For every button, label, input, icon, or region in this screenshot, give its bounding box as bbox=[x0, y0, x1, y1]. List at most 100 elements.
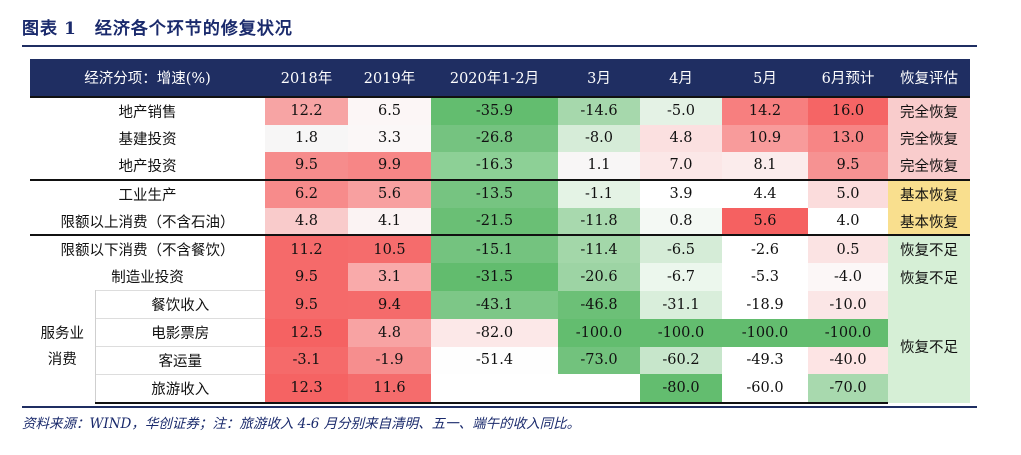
value-cell: 6.2 bbox=[265, 178, 348, 208]
value-cell: -11.8 bbox=[558, 207, 640, 236]
table-row: 限额以下消费（不含餐饮） 11.2 10.5 -15.1 -11.4 -6.5 -2.6 0.… bbox=[30, 234, 970, 264]
table-row: 工业生产 6.2 5.6 -13.5 -1.1 3.9 4.4 5.0 基本恢复 bbox=[30, 178, 970, 208]
value-cell: -43.1 bbox=[431, 290, 558, 319]
evaluation-cell: 恢复不足 bbox=[888, 263, 970, 291]
value-cell: -13.5 bbox=[431, 178, 558, 208]
figure-caption: 经济各个环节的修复状况 bbox=[94, 19, 293, 39]
value-cell: -3.1 bbox=[265, 346, 348, 375]
value-cell: -5.3 bbox=[722, 263, 808, 291]
header-march: 3月 bbox=[558, 59, 640, 98]
evaluation-cell: 完全恢复 bbox=[888, 97, 970, 125]
header-2018: 2018年 bbox=[265, 59, 348, 98]
value-cell: -51.4 bbox=[431, 346, 558, 375]
source-note: 资料来源：WIND，华创证券；注：旅游收入 4-6 月分别来自清明、五一、端午的… bbox=[22, 416, 581, 432]
table-row: 限额以上消费（不含石油） 4.8 4.1 -21.5 -11.8 0.8 5.6 4.0 基本恢… bbox=[30, 207, 970, 236]
value-cell: -35.9 bbox=[431, 97, 558, 125]
value-cell: 8.1 bbox=[722, 151, 808, 180]
row-label: 工业生产 bbox=[30, 178, 265, 208]
header-evaluation: 恢复评估 bbox=[888, 59, 970, 98]
value-cell: 11.2 bbox=[265, 234, 348, 264]
value-cell: 4.1 bbox=[348, 207, 431, 236]
value-cell: 4.0 bbox=[808, 207, 888, 236]
value-cell: -15.1 bbox=[431, 234, 558, 264]
service-group-label-line1: 服务业 bbox=[40, 325, 85, 342]
recovery-table: 经济分项：增速(%) 2018年 2019年 2020年1-2月 3月 4月 5… bbox=[30, 59, 970, 404]
value-cell: 4.8 bbox=[640, 124, 722, 152]
value-cell: -100.0 bbox=[640, 318, 722, 347]
header-row: 经济分项：增速(%) 2018年 2019年 2020年1-2月 3月 4月 5… bbox=[30, 59, 970, 98]
value-cell: -40.0 bbox=[808, 346, 888, 375]
value-cell bbox=[558, 374, 640, 404]
row-label: 电影票房 bbox=[95, 318, 265, 347]
table-row: 基建投资 1.8 3.3 -26.8 -8.0 4.8 10.9 13.0 完全恢复 bbox=[30, 124, 970, 152]
value-cell: 0.8 bbox=[640, 207, 722, 236]
value-cell: -6.5 bbox=[640, 234, 722, 264]
value-cell: -70.0 bbox=[808, 374, 888, 404]
row-label: 地产销售 bbox=[118, 104, 177, 121]
value-cell: 12.3 bbox=[265, 374, 348, 404]
table-row: 电影票房 12.5 4.8 -82.0 -100.0 -100.0 -100.0 -100.0 bbox=[30, 318, 970, 347]
value-cell: -2.6 bbox=[722, 234, 808, 264]
value-cell: -21.5 bbox=[431, 207, 558, 236]
value-cell: -100.0 bbox=[808, 318, 888, 347]
table-row: 服务业 消费 餐饮收入 9.5 9.4 -43.1 -46.8 -31.1 -18.9 -10.0… bbox=[30, 290, 970, 403]
value-cell: -46.8 bbox=[558, 290, 640, 319]
value-cell: 3.9 bbox=[640, 178, 722, 208]
row-label: 客运量 bbox=[95, 346, 265, 375]
value-cell: 13.0 bbox=[808, 124, 888, 152]
value-cell: -14.6 bbox=[558, 97, 640, 125]
value-cell: -8.0 bbox=[558, 124, 640, 152]
header-april: 4月 bbox=[640, 59, 722, 98]
value-cell: -26.8 bbox=[431, 124, 558, 152]
value-cell: -5.0 bbox=[640, 97, 722, 125]
row-label: 基建投资 bbox=[118, 131, 177, 148]
row-label: 旅游收入 bbox=[95, 373, 265, 404]
service-group-label-line2: 消费 bbox=[47, 351, 77, 368]
table-row: 地产销售 12.2 6.5 -35.9 -14.6 -5.0 14.2 16.0 完全恢复 bbox=[30, 97, 970, 125]
evaluation-cell: 恢复不足 bbox=[888, 234, 970, 264]
header-2020-jan-feb: 2020年1-2月 bbox=[431, 59, 558, 98]
row-label: 地产投资 bbox=[118, 158, 177, 175]
header-category: 经济分项：增速(%) bbox=[30, 59, 265, 98]
value-cell: -100.0 bbox=[558, 318, 640, 347]
value-cell: -31.1 bbox=[640, 290, 722, 319]
value-cell: -60.2 bbox=[640, 346, 722, 375]
value-cell: 4.8 bbox=[348, 318, 431, 347]
value-cell: 10.5 bbox=[348, 234, 431, 264]
value-cell: -31.5 bbox=[431, 263, 558, 291]
table-row: 旅游收入 12.3 11.6 -80.0 -60.0 -70.0 bbox=[30, 373, 970, 404]
value-cell: 3.3 bbox=[348, 124, 431, 152]
figure-number: 1 bbox=[64, 19, 77, 39]
row-label: 限额以上消费（不含石油） bbox=[60, 214, 235, 231]
value-cell: 10.9 bbox=[722, 124, 808, 152]
value-cell: -82.0 bbox=[431, 318, 558, 347]
value-cell: 5.6 bbox=[722, 207, 808, 236]
value-cell: -10.0 bbox=[808, 290, 888, 319]
value-cell: 11.6 bbox=[348, 374, 431, 404]
value-cell: 3.1 bbox=[348, 263, 431, 291]
bottom-rule bbox=[22, 406, 977, 408]
table-row: 客运量 -3.1 -1.9 -51.4 -73.0 -60.2 -49.3 -40.0 bbox=[30, 346, 970, 375]
value-cell: 5.6 bbox=[348, 178, 431, 208]
value-cell: 0.5 bbox=[808, 234, 888, 264]
header-may: 5月 bbox=[722, 59, 808, 98]
value-cell: -1.9 bbox=[348, 346, 431, 375]
service-group-label: 服务业 消费 bbox=[30, 290, 96, 403]
figure-title: 图表 1 经济各个环节的修复状况 bbox=[22, 14, 293, 39]
value-cell: -18.9 bbox=[722, 290, 808, 319]
value-cell: 9.5 bbox=[265, 290, 348, 319]
value-cell: 9.5 bbox=[265, 263, 348, 291]
value-cell: 9.4 bbox=[348, 290, 431, 319]
evaluation-cell: 基本恢复 bbox=[888, 207, 970, 236]
value-cell: -11.4 bbox=[558, 234, 640, 264]
value-cell: 9.5 bbox=[808, 151, 888, 180]
evaluation-cell: 完全恢复 bbox=[888, 151, 970, 180]
header-2019: 2019年 bbox=[348, 59, 431, 98]
table-row: 制造业投资 9.5 3.1 -31.5 -20.6 -6.7 -5.3 -4.0 恢复不足 bbox=[30, 263, 970, 291]
value-cell: 1.8 bbox=[265, 124, 348, 152]
top-rule bbox=[22, 45, 977, 47]
table-row: 地产投资 9.5 9.9 -16.3 1.1 7.0 8.1 9.5 完全恢复 bbox=[30, 151, 970, 180]
value-cell: -16.3 bbox=[431, 151, 558, 180]
row-label: 餐饮收入 bbox=[95, 290, 265, 319]
value-cell: 1.1 bbox=[558, 151, 640, 180]
